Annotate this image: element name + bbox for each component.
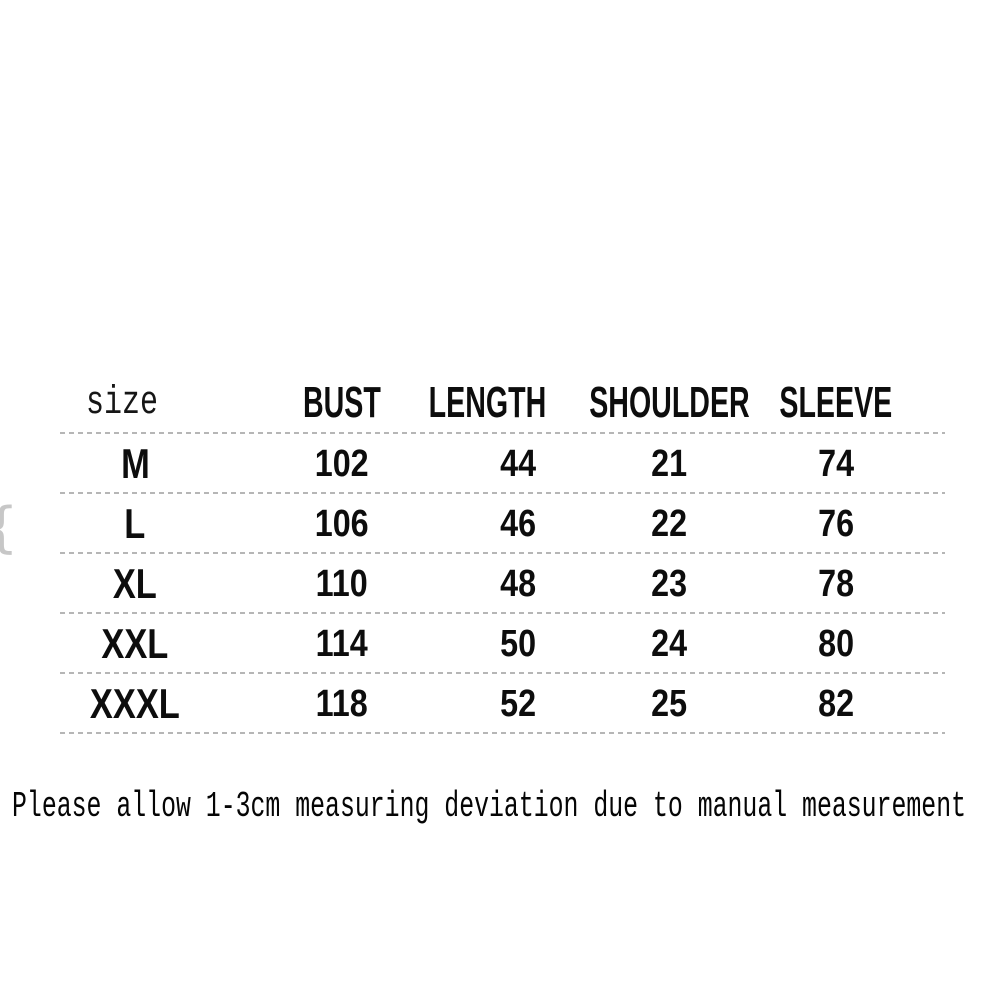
row-label-cell: M: [60, 434, 210, 494]
size-column-header-cell: size: [60, 372, 210, 434]
length-value: 52: [500, 682, 536, 725]
bust-value: 102: [315, 442, 369, 485]
measurement-note-text: Please allow 1-3cm measuring deviation d…: [12, 786, 967, 827]
column-header-sleeve-cell: SLEEVE: [750, 372, 942, 434]
table-cell-bust: 110: [210, 554, 430, 614]
sleeve-value: 82: [818, 682, 854, 725]
bust-value: 110: [315, 562, 369, 605]
table-cell-sleeve: 78: [750, 554, 942, 614]
table-row-xxl: XXL 114 50 24 80: [60, 614, 945, 674]
table-cell-sleeve: 82: [750, 674, 942, 734]
length-value: 48: [500, 562, 536, 605]
shoulder-value: 22: [651, 502, 687, 545]
table-cell-sleeve: 80: [750, 614, 942, 674]
table-cell-bust: 118: [210, 674, 430, 734]
column-header-sleeve: SLEEVE: [779, 378, 893, 427]
column-header-bust-cell: BUST: [210, 372, 430, 434]
table-cell-length: 44: [430, 434, 580, 494]
size-table: size BUST LENGTH SHOULDER SLEEVE M 102: [60, 372, 945, 734]
row-label: XL: [112, 560, 157, 607]
measurement-note: Please allow 1-3cm measuring deviation d…: [12, 786, 992, 827]
sleeve-value: 78: [818, 562, 854, 605]
table-cell-shoulder: 21: [580, 434, 750, 494]
table-cell-shoulder: 22: [580, 494, 750, 554]
length-value: 44: [500, 442, 536, 485]
row-label-cell: XL: [60, 554, 210, 614]
table-cell-length: 48: [430, 554, 580, 614]
table-row-m: M 102 44 21 74: [60, 434, 945, 494]
bust-value: 114: [315, 622, 369, 665]
table-cell-bust: 114: [210, 614, 430, 674]
bust-value: 106: [315, 502, 369, 545]
table-cell-bust: 106: [210, 494, 430, 554]
table-cell-shoulder: 23: [580, 554, 750, 614]
shoulder-value: 25: [651, 682, 687, 725]
shoulder-value: 24: [651, 622, 687, 665]
row-label: L: [124, 500, 146, 547]
column-header-length: LENGTH: [428, 378, 546, 427]
row-label: M: [120, 440, 150, 487]
table-cell-shoulder: 25: [580, 674, 750, 734]
table-row-l: L 106 46 22 76: [60, 494, 945, 554]
row-label: XXL: [101, 620, 169, 667]
column-header-shoulder: SHOULDER: [588, 378, 750, 427]
row-label-cell: XXL: [60, 614, 210, 674]
shoulder-value: 23: [651, 562, 687, 605]
sleeve-value: 74: [818, 442, 854, 485]
sleeve-value: 76: [818, 502, 854, 545]
column-header-shoulder-cell: SHOULDER: [580, 372, 750, 434]
table-row-xxxl: XXXL 118 52 25 82: [60, 674, 945, 734]
size-column-header: size: [86, 380, 159, 426]
table-row-xl: XL 110 48 23 78: [60, 554, 945, 614]
scan-artifact: {: [0, 496, 18, 559]
row-label: XXXL: [90, 680, 180, 727]
shoulder-value: 21: [651, 442, 687, 485]
table-cell-length: 46: [430, 494, 580, 554]
length-value: 50: [500, 622, 536, 665]
length-value: 46: [500, 502, 536, 545]
table-cell-shoulder: 24: [580, 614, 750, 674]
table-cell-sleeve: 74: [750, 434, 942, 494]
sleeve-value: 80: [818, 622, 854, 665]
table-header-row: size BUST LENGTH SHOULDER SLEEVE: [60, 372, 945, 434]
table-cell-sleeve: 76: [750, 494, 942, 554]
row-label-cell: XXXL: [60, 674, 210, 734]
table-cell-length: 52: [430, 674, 580, 734]
column-header-length-cell: LENGTH: [428, 372, 580, 434]
row-label-cell: L: [60, 494, 210, 554]
column-header-bust: BUST: [303, 378, 381, 427]
table-cell-bust: 102: [210, 434, 430, 494]
bust-value: 118: [315, 682, 369, 725]
table-cell-length: 50: [430, 614, 580, 674]
